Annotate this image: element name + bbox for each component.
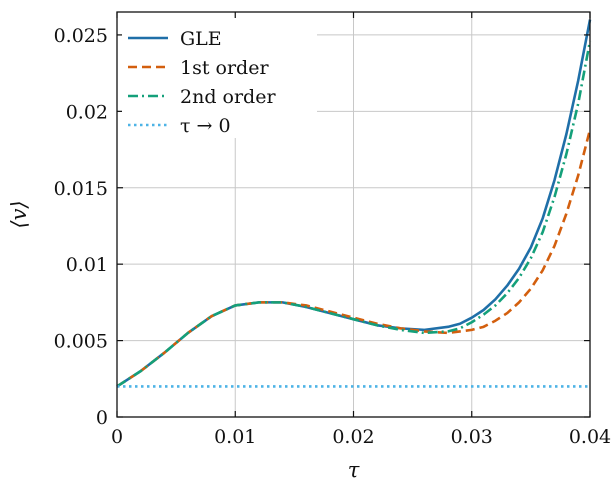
y-tick-label: 0.005: [54, 331, 108, 353]
y-tick-label: 0.015: [54, 178, 108, 200]
x-tick-label: 0.02: [332, 426, 374, 448]
legend-label: 1st order: [180, 57, 269, 79]
legend-label: 2nd order: [180, 86, 276, 108]
legend: GLE 1st order 2nd order τ → 0: [122, 18, 317, 138]
series-line-2: [116, 40, 592, 388]
x-tick-label: 0.01: [214, 426, 256, 448]
x-axis-label: τ: [348, 458, 360, 482]
y-tick-label: 0: [96, 407, 108, 429]
y-tick-label: 0.025: [54, 25, 108, 47]
x-tick-label: 0.03: [451, 426, 493, 448]
y-tick-label: 0.02: [66, 101, 108, 123]
tick-layer: 0 0.01 0.02 0.03 0.04 0 0.005 0.01 0.015 0.02 0.02…: [54, 12, 611, 448]
x-tick-label: 0.04: [569, 426, 611, 448]
legend-label: τ → 0: [180, 115, 231, 137]
legend-label: GLE: [180, 28, 222, 50]
x-tick-label: 0: [111, 426, 123, 448]
series-layer: [116, 19, 592, 388]
y-tick-label: 0.01: [66, 254, 108, 276]
y-axis-label: ⟨v⟩: [7, 200, 31, 228]
